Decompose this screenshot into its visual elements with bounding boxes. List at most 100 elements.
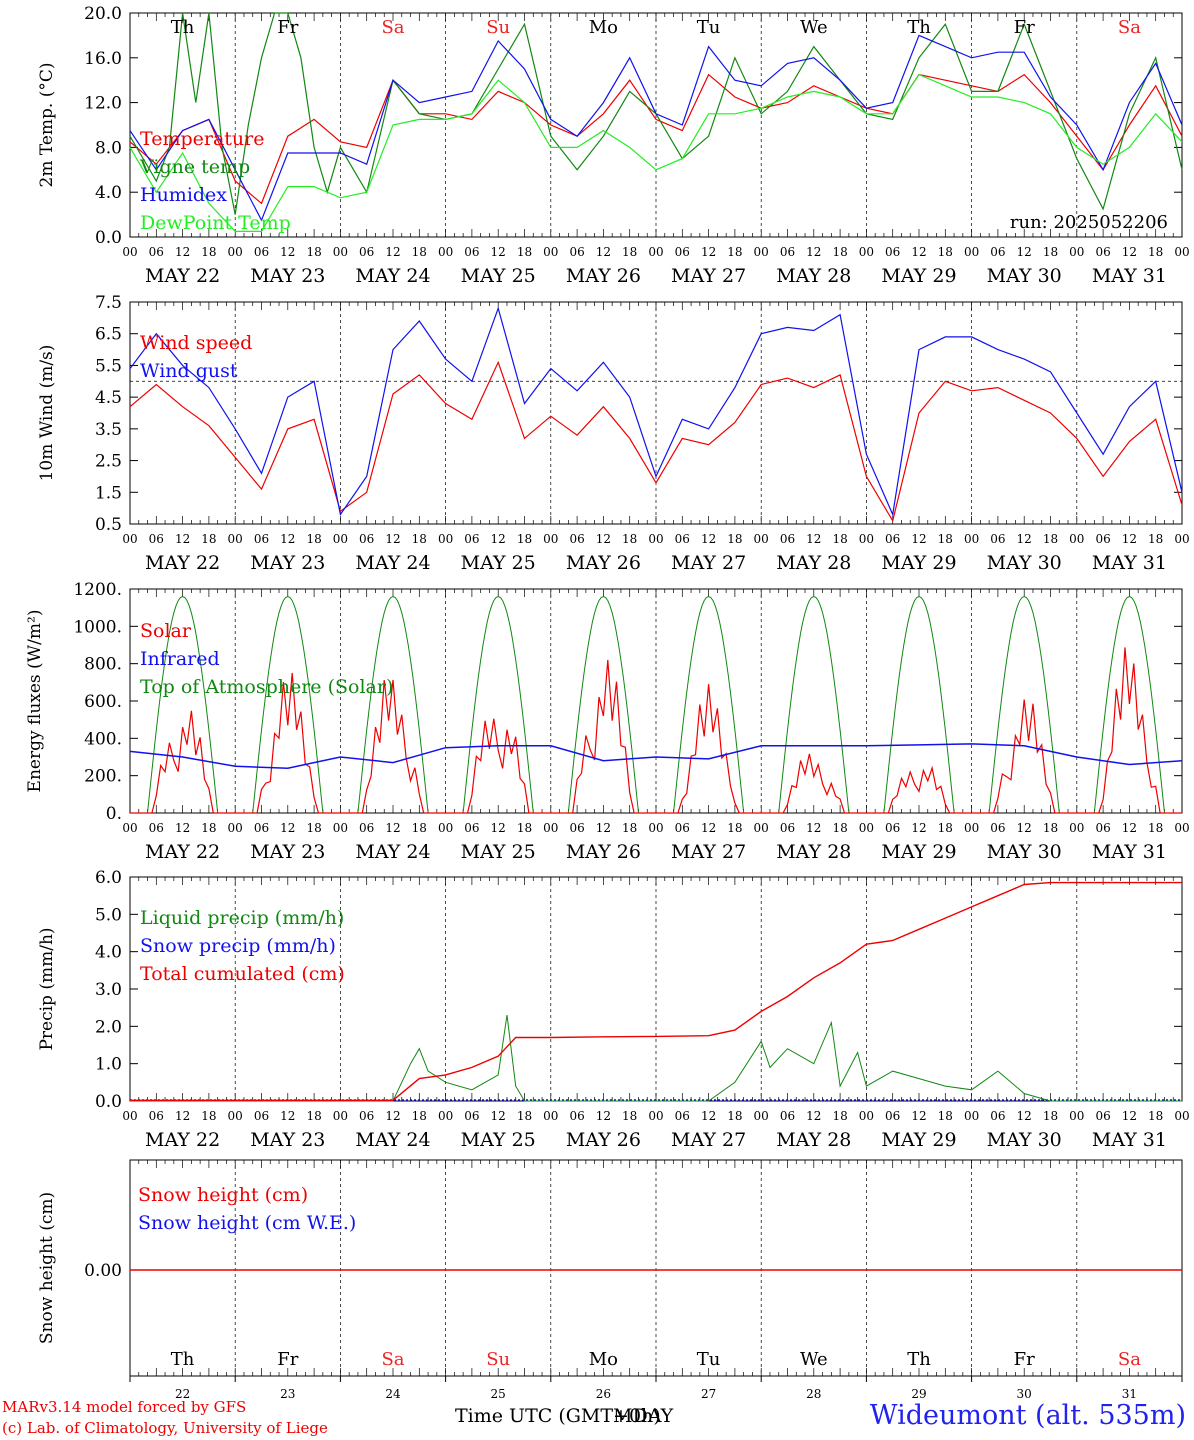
legend-1-1: Wind gust (140, 360, 238, 382)
series-total-cumulated (130, 881, 1182, 1102)
day-name-top: Sa (1118, 17, 1141, 38)
hour-label: 12 (385, 532, 400, 546)
hour-label: 00 (648, 821, 663, 835)
date-label: MAY 26 (566, 552, 641, 574)
hour-label: 00 (228, 245, 243, 259)
hour-label: 06 (569, 821, 584, 835)
day-number: 26 (596, 1387, 611, 1401)
hour-label: 18 (1148, 821, 1163, 835)
panel-0 (129, 12, 1183, 238)
hour-label: 06 (885, 1109, 900, 1123)
y-axis-label: Precip (mm/h) (37, 927, 57, 1050)
y-tick-label: 200. (84, 767, 122, 787)
date-label: MAY 26 (566, 265, 641, 287)
hour-label: 06 (675, 1109, 690, 1123)
hour-label: 00 (122, 821, 137, 835)
hour-label: 06 (780, 532, 795, 546)
legend-1-0: Wind speed (140, 332, 252, 354)
hour-label: 18 (938, 532, 953, 546)
day-name-bottom: Fr (1014, 1349, 1035, 1370)
hour-label: 06 (569, 245, 584, 259)
date-label: MAY 25 (461, 841, 536, 863)
date-label: MAY 25 (461, 552, 536, 574)
legend-4-1: Snow height (cm W.E.) (138, 1212, 356, 1234)
y-tick-label: 5.0 (95, 905, 122, 925)
hour-label: 06 (254, 532, 269, 546)
hour-label: 00 (333, 821, 348, 835)
date-label: MAY 30 (987, 265, 1062, 287)
hour-label: 18 (1148, 532, 1163, 546)
hour-label: 00 (859, 1109, 874, 1123)
day-name-bottom: Tu (697, 1349, 721, 1370)
hour-label: 06 (780, 1109, 795, 1123)
hour-label: 18 (201, 245, 216, 259)
hour-label: 06 (149, 532, 164, 546)
hour-label: 00 (648, 245, 663, 259)
hour-label: 12 (491, 821, 506, 835)
hour-label: 18 (727, 532, 742, 546)
date-label: MAY 31 (1092, 552, 1167, 574)
hour-label: 18 (306, 821, 321, 835)
date-label: MAY 24 (355, 841, 430, 863)
hour-label: 00 (543, 1109, 558, 1123)
series-vigne-temp (129, 12, 1183, 215)
hour-labels-1: 00 06 12 18 00 06 12 18 00 06 12 18 00 06 12 18 00 06 12 18… (122, 532, 1189, 574)
panel-frame (129, 12, 1183, 238)
date-label: MAY 25 (461, 1129, 536, 1151)
date-label: MAY 24 (355, 265, 430, 287)
hour-label: 12 (175, 821, 190, 835)
hour-label: 18 (306, 1109, 321, 1123)
hour-label: 18 (727, 821, 742, 835)
hour-label: 06 (359, 821, 374, 835)
hour-label: 00 (1069, 821, 1084, 835)
hour-label: 00 (333, 532, 348, 546)
hour-label: 06 (780, 821, 795, 835)
hour-label: 12 (911, 1109, 926, 1123)
legend-2-1: Infrared (140, 648, 220, 670)
hour-label: 18 (1043, 1109, 1058, 1123)
hour-label: 00 (333, 245, 348, 259)
day-name-top: Th (907, 17, 931, 38)
hour-label: 06 (675, 245, 690, 259)
hour-label: 06 (464, 245, 479, 259)
hour-label: 18 (201, 1109, 216, 1123)
hour-label: 12 (175, 1109, 190, 1123)
y-tick-label: 8.0 (95, 138, 122, 158)
hour-label: 18 (938, 821, 953, 835)
hour-label: 00 (1174, 245, 1189, 259)
hour-label: 18 (832, 1109, 847, 1123)
hour-label: 18 (727, 245, 742, 259)
hour-label: 00 (122, 1109, 137, 1123)
legend-4-0: Snow height (cm) (138, 1184, 308, 1206)
hour-label: 06 (149, 1109, 164, 1123)
hour-label: 12 (911, 245, 926, 259)
run-annotation: run: 2025052206 (1010, 212, 1168, 233)
hour-label: 00 (1069, 1109, 1084, 1123)
date-label: MAY 28 (776, 265, 851, 287)
hour-label: 00 (543, 532, 558, 546)
day-name-top: Fr (277, 17, 298, 38)
y-tick-label: 0. (106, 804, 122, 824)
series-wind-speed (129, 360, 1183, 523)
series-liquid-precip (130, 1015, 1182, 1102)
hour-label: 00 (754, 532, 769, 546)
hour-label: 06 (675, 821, 690, 835)
hour-label: 12 (596, 821, 611, 835)
hour-label: 06 (149, 821, 164, 835)
hour-labels-2: 00 06 12 18 00 06 12 18 00 06 12 18 00 06 12 18 00 06 12 18… (122, 821, 1189, 863)
day-number: 22 (175, 1387, 190, 1401)
date-label: MAY 24 (355, 552, 430, 574)
y-tick-label: 3.5 (95, 420, 122, 440)
hour-label: 12 (1122, 245, 1137, 259)
hour-label: 00 (122, 532, 137, 546)
hour-label: 00 (859, 532, 874, 546)
hour-label: 12 (911, 821, 926, 835)
date-label: MAY 28 (776, 841, 851, 863)
hour-label: 12 (280, 821, 295, 835)
hour-label: 06 (254, 245, 269, 259)
station-name: Wideumont (alt. 535m) (869, 1400, 1186, 1431)
y-tick-label: 6.0 (95, 868, 122, 888)
hour-label: 18 (517, 532, 532, 546)
day-number: 31 (1122, 1387, 1137, 1401)
date-label: MAY 22 (145, 1129, 220, 1151)
